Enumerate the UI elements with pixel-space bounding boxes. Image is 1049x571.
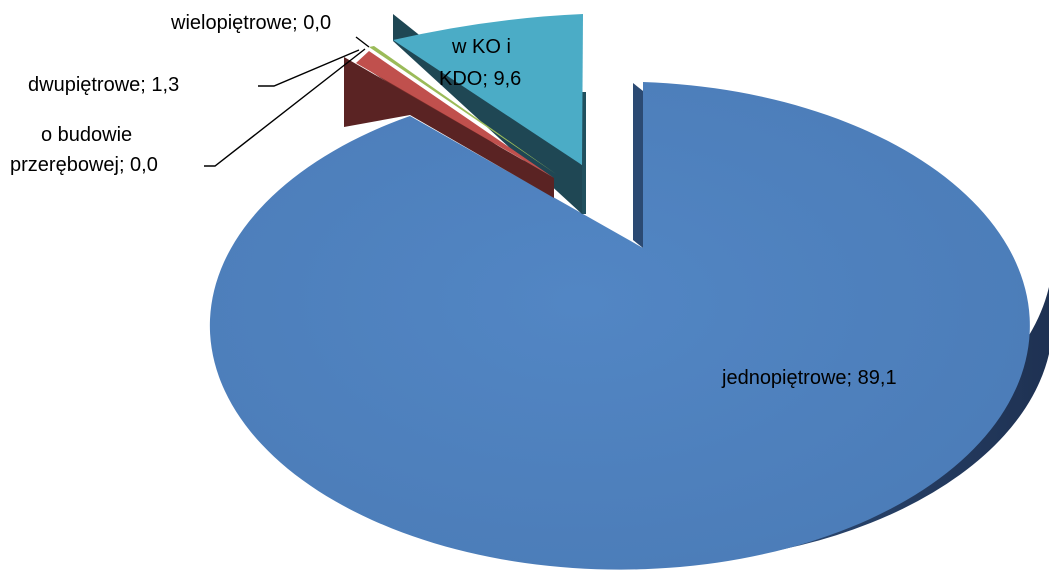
slice-o-budowie-przerebowej xyxy=(344,57,554,198)
leader-line-o-budowie xyxy=(204,48,366,167)
slice-jednopietrowe xyxy=(209,82,1049,570)
leader-line-wielopietrowe xyxy=(355,36,370,48)
slice-w-ko-i-kdo xyxy=(393,14,586,214)
label-jednopietrowe: jednopiętrowe; 89,1 xyxy=(721,367,897,389)
leader-line-dwupietrowe xyxy=(258,49,360,87)
label-w-ko-line2: KDO; 9,6 xyxy=(439,68,521,90)
label-w-ko-line1: w KO i xyxy=(451,36,511,58)
slice-jednopietrowe-top xyxy=(209,82,1030,570)
slice-wielopietrowe-top xyxy=(369,46,556,174)
slice-w-ko-i-kdo-top xyxy=(393,14,583,165)
slice-dwupietrowe-top xyxy=(356,51,554,178)
slice-wielopietrowe xyxy=(369,46,556,174)
label-dwupietrowe: dwupiętrowe; 1,3 xyxy=(28,74,179,96)
label-wielopietrowe: wielopiętrowe; 0,0 xyxy=(170,12,331,34)
slice-w-ko-i-kdo-side-2 xyxy=(582,92,586,214)
slice-o-budowie-przerebowej-side xyxy=(344,57,554,198)
slice-jednopietrowe-inner-wall xyxy=(633,83,643,248)
label-o-budowie-line1: o budowie xyxy=(41,124,132,146)
label-o-budowie-line2: przerębowej; 0,0 xyxy=(10,154,158,176)
